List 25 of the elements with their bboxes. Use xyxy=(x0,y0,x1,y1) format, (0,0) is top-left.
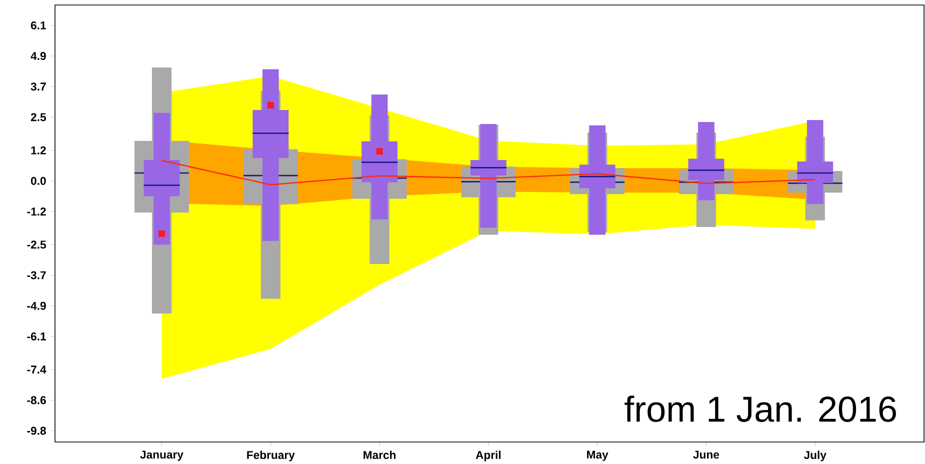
point xyxy=(267,102,274,108)
x-tick-label: January xyxy=(140,450,184,461)
y-tick-label: -3.7 xyxy=(27,271,46,280)
x-tick-label: June xyxy=(693,450,720,459)
y-tick-label: 0.0 xyxy=(30,176,46,185)
y-tick-label: -7.4 xyxy=(27,366,46,374)
y-tick-label: 6.1 xyxy=(30,21,46,30)
y-tick-label: -9.8 xyxy=(27,426,46,435)
x-tick-label: May xyxy=(587,450,608,461)
y-tick-label: -1.2 xyxy=(27,208,46,216)
y-tick-label: -2.5 xyxy=(27,240,46,249)
point xyxy=(376,148,383,155)
x-tick-label: February xyxy=(247,450,295,462)
y-tick-label: -8.6 xyxy=(27,396,46,404)
x-tick-label: April xyxy=(476,450,501,462)
x-tick-label: July xyxy=(804,450,826,462)
x-tick-label: March xyxy=(364,450,396,460)
point xyxy=(158,230,165,237)
annotation: from 1 Jan. 2016 xyxy=(624,396,896,422)
y-tick-label: -4.9 xyxy=(27,302,46,310)
y-tick-label: 2.5 xyxy=(30,113,46,122)
y-tick-label: 1.2 xyxy=(31,146,46,154)
y-tick-label: 3.7 xyxy=(30,82,46,91)
y-tick-label: -6.1 xyxy=(27,332,46,340)
y-tick-label: 4.9 xyxy=(30,52,46,60)
